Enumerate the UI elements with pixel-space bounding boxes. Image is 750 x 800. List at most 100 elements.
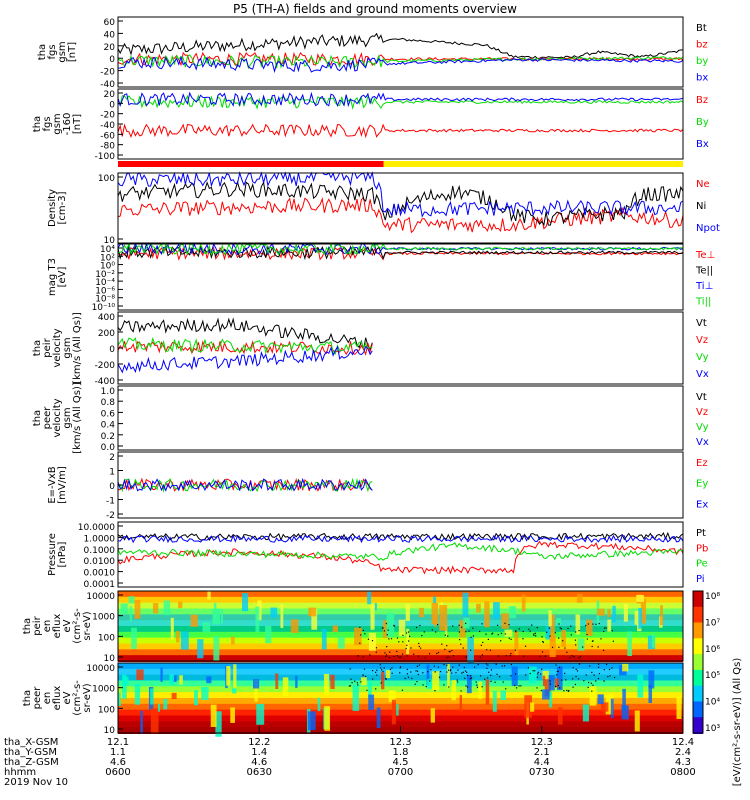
spectrogram-texture (170, 617, 174, 640)
spectrogram-speckle (591, 690, 593, 692)
spectrogram-speckle (389, 651, 391, 653)
spectrogram-texture (295, 675, 298, 688)
spectrogram-texture (509, 606, 517, 619)
spectrogram-texture (370, 604, 375, 630)
spectrogram-texture (171, 692, 177, 699)
spectrogram-speckle (496, 624, 499, 626)
spectrogram-speckle (562, 640, 564, 642)
spectrogram-texture (528, 666, 537, 684)
legend-Bx: Bx (696, 139, 709, 150)
spectrogram-speckle (402, 641, 404, 643)
spectrogram-speckle (532, 670, 534, 672)
spectrogram-speckle (499, 676, 501, 678)
spectrogram-speckle (597, 663, 600, 665)
spectrogram-speckle (362, 675, 364, 677)
spectrogram-speckle (465, 631, 467, 633)
spectrogram-band (118, 649, 683, 657)
spectrogram-texture (623, 603, 628, 622)
spectrogram-texture (426, 664, 430, 686)
spectrogram-texture (332, 625, 338, 633)
spectrogram-texture (352, 685, 360, 711)
spectrogram-speckle (458, 664, 460, 666)
spectrogram-speckle (375, 688, 377, 690)
spectrogram-texture (605, 694, 614, 715)
spectrogram-speckle (609, 675, 611, 677)
spectrogram-texture (478, 681, 483, 699)
spectrogram-speckle (497, 634, 499, 636)
legend-Te⊥: Te⊥ (695, 250, 715, 261)
spectrogram-speckle (556, 674, 558, 676)
y-tick-label: 0 (109, 482, 115, 492)
spectrogram-speckle (479, 656, 481, 658)
legend-Ti⊥: Ti⊥ (695, 281, 713, 292)
spectrogram-speckle (396, 655, 398, 657)
spectrogram-speckle (416, 680, 418, 683)
spectrogram-texture (451, 680, 457, 701)
spectrogram-speckle (452, 655, 455, 657)
spectrogram-speckle (411, 677, 413, 680)
spectrogram-texture (447, 664, 450, 689)
spectrogram-speckle (559, 687, 561, 689)
y-tick-label: 10 (104, 236, 116, 246)
spectrogram-speckle (510, 663, 512, 666)
spectrogram-speckle (427, 671, 429, 673)
y-tick-label: 0.0001 (84, 580, 116, 590)
spectrogram-speckle (399, 667, 401, 669)
spectrogram-texture (201, 687, 209, 701)
y-tick-label: -40 (100, 80, 115, 90)
legend-Ti||: Ti|| (695, 297, 711, 308)
spectrogram-speckle (537, 671, 539, 674)
spectrogram-band (118, 680, 683, 688)
y-tick-label: 60 (104, 18, 116, 28)
spectrogram-speckle (447, 635, 449, 637)
spectrogram-speckle (389, 668, 392, 670)
spectrogram-speckle (438, 676, 441, 678)
spectrogram-texture (206, 676, 212, 684)
legend-Vz: Vz (696, 407, 708, 418)
spectrogram-speckle (534, 670, 536, 672)
spectrogram-speckle (555, 664, 557, 666)
y-tick-label: 10.0000 (78, 523, 115, 533)
spectrogram-speckle (458, 631, 460, 633)
spectrogram-texture (398, 619, 406, 637)
y-tick-label: 20 (104, 43, 116, 53)
colorbar-segment (693, 685, 703, 703)
y-tick-label: 10⁰ (100, 262, 115, 272)
spectrogram-speckle (428, 653, 431, 655)
spectrogram-speckle (431, 629, 434, 631)
y-axis-label: [nT] (67, 42, 78, 62)
spectrogram-speckle (462, 671, 464, 673)
spectrogram-texture (242, 593, 249, 612)
y-axis-label: tha (32, 410, 43, 426)
spectrogram-speckle (598, 672, 601, 675)
spectrogram-speckle (429, 680, 431, 682)
spectrogram-speckle (380, 667, 382, 669)
spectrogram-speckle (557, 684, 559, 687)
ephemeris-label: tha_X-GSM (4, 737, 59, 748)
spectrogram-speckle (367, 638, 370, 640)
spectrogram-speckle (518, 685, 520, 687)
spectrogram-texture (231, 636, 235, 645)
spectrogram-texture (545, 626, 551, 640)
spectrogram-speckle (542, 641, 544, 643)
panel-peir-velocity (117, 311, 684, 385)
spectrogram-speckle (383, 667, 385, 669)
y-axis-label: [nPa] (57, 541, 68, 567)
y-tick-label: 10000 (86, 592, 115, 602)
spectrogram-speckle (362, 629, 364, 632)
ephemeris-label: tha_Y-GSM (4, 747, 58, 758)
spectrogram-speckle (451, 672, 453, 674)
spectrogram-texture (660, 605, 663, 625)
spectrogram-texture (386, 670, 391, 679)
ephemeris-value: 4.6 (251, 757, 268, 768)
spectrogram-speckle (382, 670, 384, 672)
legend-By: By (696, 117, 709, 128)
spectrogram-speckle (514, 673, 517, 675)
spectrogram-speckle (449, 651, 451, 653)
legend-Ne: Ne (696, 179, 710, 190)
y-axis-label: eV (62, 691, 73, 704)
spectrogram-texture (511, 666, 518, 686)
spectrogram-speckle (605, 627, 607, 629)
spectrogram-speckle (437, 666, 439, 668)
spectrogram-texture (120, 603, 128, 614)
